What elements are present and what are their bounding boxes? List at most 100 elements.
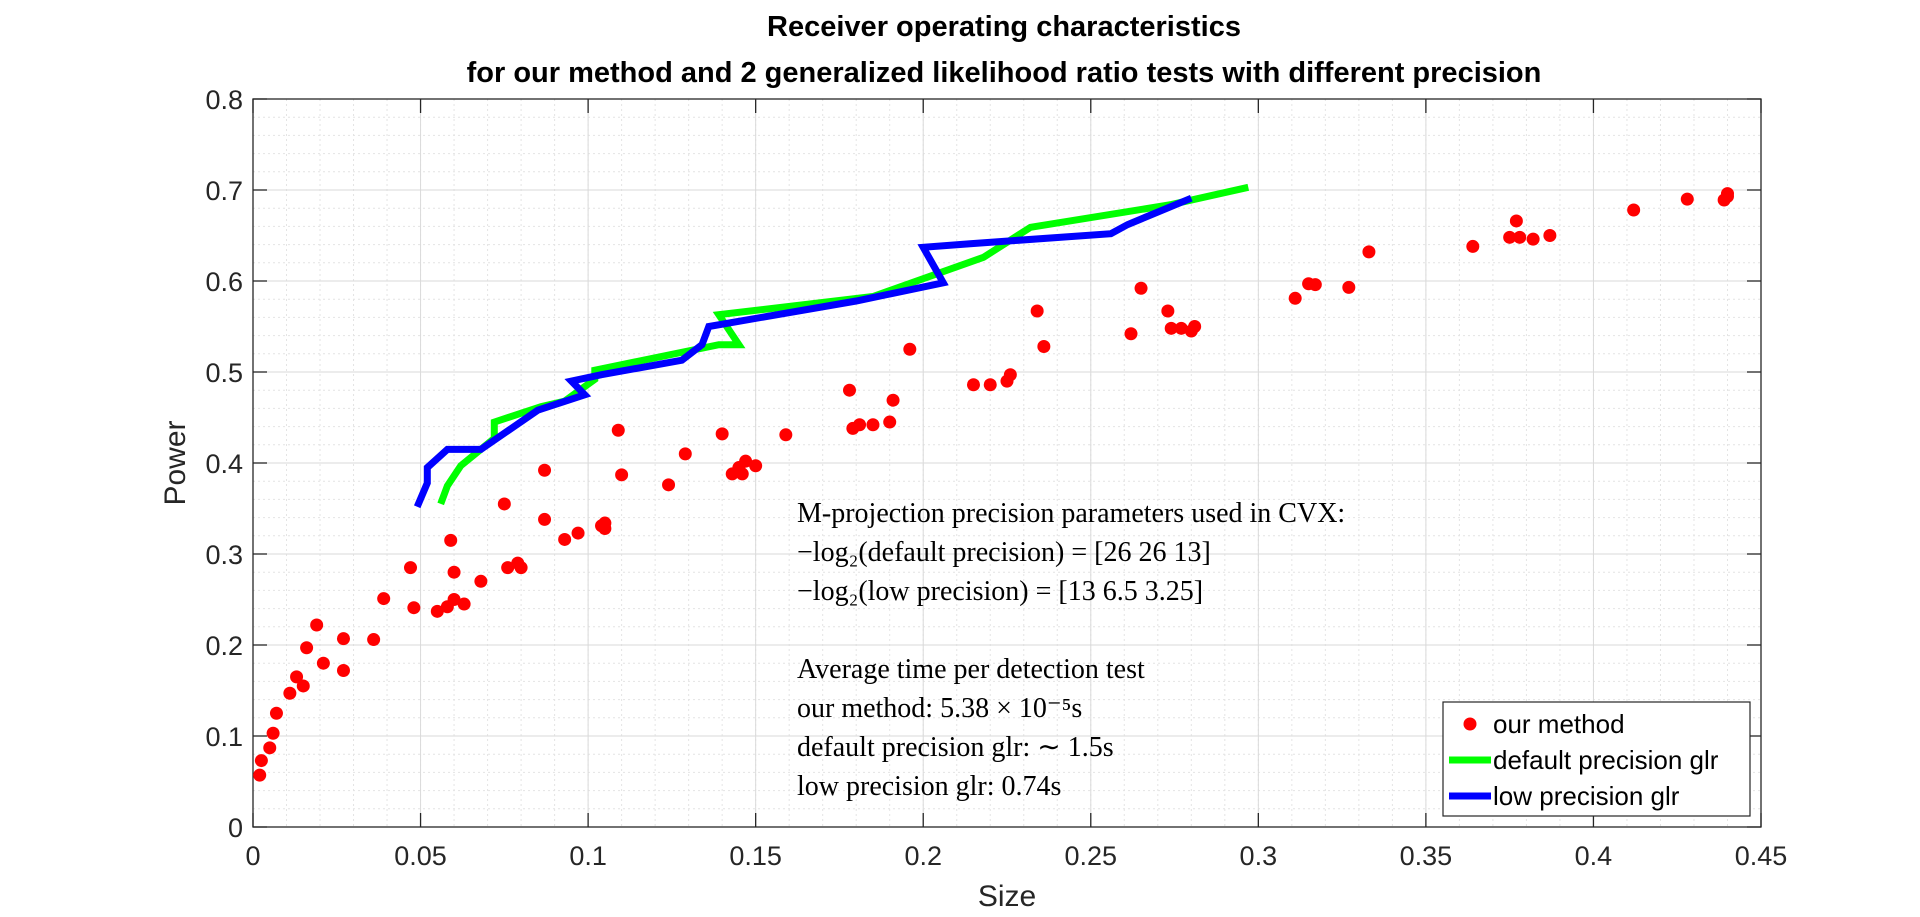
- x-tick-label: 0.35: [1400, 841, 1453, 871]
- x-tick-label: 0.2: [904, 841, 942, 871]
- y-tick-label: 0.3: [205, 540, 243, 570]
- x-tick-label: 0.45: [1735, 841, 1788, 871]
- legend-label-default-precision-glr: default precision glr: [1493, 745, 1719, 775]
- data-point-our-method: [1627, 203, 1641, 217]
- series-line-low-precision-glr: [413, 194, 1193, 509]
- data-point-our-method: [266, 726, 280, 740]
- data-point-our-method: [1288, 291, 1302, 305]
- chart-title-line-2: for our method and 2 generalized likelih…: [467, 57, 1542, 89]
- data-point-our-method: [367, 633, 381, 647]
- x-tick-label: 0.1: [569, 841, 607, 871]
- data-point-our-method: [1503, 230, 1517, 244]
- data-point-our-method: [903, 342, 917, 356]
- legend-label-low-precision-glr: low precision glr: [1493, 781, 1680, 811]
- data-point-our-method: [538, 463, 552, 477]
- data-point-our-method: [571, 526, 585, 540]
- data-point-our-method: [853, 418, 867, 432]
- data-point-our-method: [501, 561, 515, 575]
- data-point-our-method: [514, 561, 528, 575]
- chart-title-line-1: Receiver operating characteristics: [767, 11, 1241, 43]
- data-point-our-method: [457, 597, 471, 611]
- data-point-our-method: [558, 532, 572, 546]
- data-point-our-method: [1466, 239, 1480, 253]
- x-tick-label: 0.25: [1064, 841, 1117, 871]
- data-point-our-method: [1509, 214, 1523, 228]
- annotation-line: Average time per detection test: [797, 654, 1145, 685]
- data-point-our-method: [1308, 278, 1322, 292]
- y-tick-label: 0.7: [205, 176, 243, 206]
- data-point-our-method: [966, 378, 980, 392]
- data-point-our-method: [290, 670, 304, 684]
- data-point-our-method: [1543, 229, 1557, 242]
- y-tick-label: 0.4: [205, 449, 243, 479]
- annotation-line: −log₂(default precision) = [26 26 13]: [797, 537, 1211, 568]
- data-point-our-method: [538, 512, 552, 526]
- data-point-our-method: [983, 378, 997, 392]
- data-point-our-method: [1362, 245, 1376, 259]
- data-point-our-method: [407, 601, 421, 615]
- data-point-our-method: [715, 427, 729, 441]
- y-tick-label: 0.8: [205, 85, 243, 115]
- y-tick-label: 0: [228, 813, 243, 843]
- y-tick-label: 0.5: [205, 358, 243, 388]
- annotation-line: low precision glr: 0.74s: [797, 771, 1061, 802]
- legend-swatch-our-method: [1463, 717, 1477, 731]
- x-axis-label: Size: [978, 880, 1036, 913]
- data-point-our-method: [883, 415, 897, 429]
- data-point-our-method: [1164, 321, 1178, 335]
- data-point-our-method: [1720, 187, 1734, 201]
- data-point-our-method: [296, 679, 310, 693]
- data-point-our-method: [1003, 368, 1017, 382]
- y-axis-label: Power: [159, 420, 192, 505]
- y-tick-label: 0.2: [205, 631, 243, 661]
- data-point-our-method: [1124, 327, 1138, 341]
- annotation-line: our method: 5.38 × 10⁻⁵s: [797, 693, 1082, 724]
- data-point-our-method: [739, 454, 753, 468]
- data-point-our-method: [263, 741, 277, 755]
- data-point-our-method: [1513, 230, 1527, 244]
- data-point-our-method: [1037, 340, 1051, 354]
- data-point-our-method: [749, 459, 763, 473]
- data-point-our-method: [316, 656, 330, 670]
- data-point-our-method: [615, 468, 629, 482]
- data-point-our-method: [300, 641, 314, 655]
- annotation-line: M-projection precision parameters used i…: [797, 498, 1345, 529]
- data-point-our-method: [377, 592, 391, 606]
- annotation-line: default precision glr: ∼ 1.5s: [797, 732, 1114, 763]
- x-tick-label: 0.15: [729, 841, 782, 871]
- x-tick-label: 0.3: [1240, 841, 1278, 871]
- data-point-our-method: [735, 467, 749, 481]
- x-tick-label: 0.05: [394, 841, 447, 871]
- data-point-our-method: [1526, 232, 1540, 246]
- data-point-our-method: [254, 754, 268, 768]
- data-point-our-method: [611, 423, 625, 437]
- data-point-our-method: [497, 497, 511, 511]
- y-tick-label: 0.1: [205, 722, 243, 752]
- data-point-our-method: [447, 565, 461, 579]
- data-point-our-method: [886, 393, 900, 407]
- data-point-our-method: [1680, 192, 1694, 206]
- data-point-our-method: [842, 383, 856, 397]
- data-point-our-method: [1134, 281, 1148, 295]
- data-point-our-method: [1161, 304, 1175, 318]
- data-point-our-method: [404, 561, 418, 575]
- x-tick-label: 0: [245, 841, 260, 871]
- data-point-our-method: [430, 604, 444, 618]
- data-point-our-method: [678, 447, 692, 461]
- data-point-our-method: [283, 686, 297, 700]
- annotation-line: −log₂(low precision) = [13 6.5 3.25]: [797, 576, 1203, 607]
- x-tick-label: 0.4: [1575, 841, 1613, 871]
- data-point-our-method: [269, 706, 283, 720]
- data-point-our-method: [662, 478, 676, 492]
- legend-label-our-method: our method: [1493, 709, 1625, 739]
- data-point-our-method: [1030, 304, 1044, 318]
- data-point-our-method: [1188, 320, 1202, 333]
- data-point-our-method: [336, 632, 350, 646]
- data-point-our-method: [444, 533, 458, 547]
- data-point-our-method: [598, 516, 612, 530]
- data-point-our-method: [474, 574, 488, 588]
- data-point-our-method: [1342, 280, 1356, 294]
- data-point-our-method: [866, 418, 880, 432]
- data-point-our-method: [310, 618, 324, 632]
